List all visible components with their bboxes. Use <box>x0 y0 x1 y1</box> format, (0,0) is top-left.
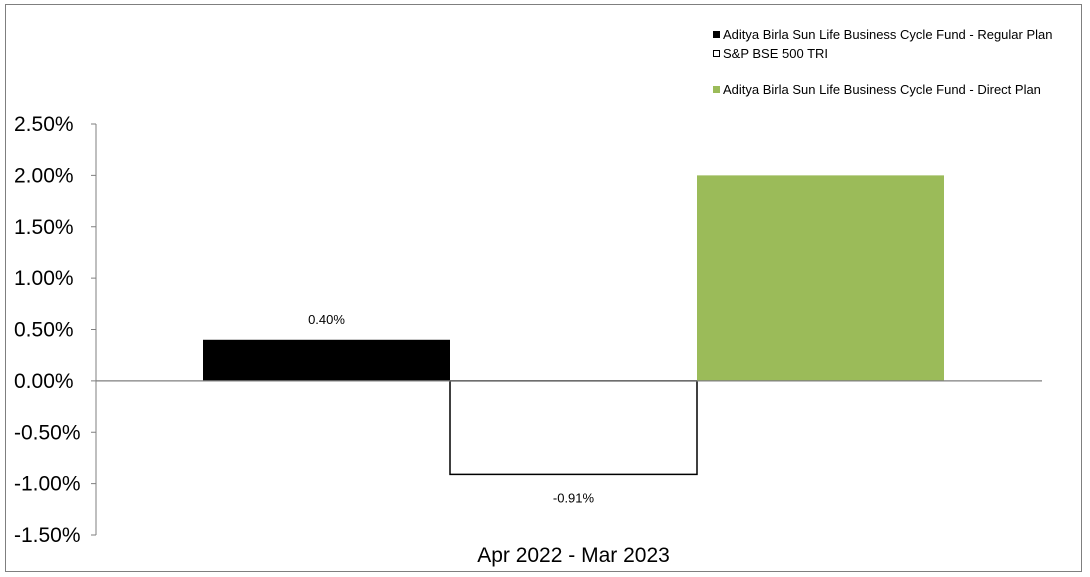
legend-item-bse500: S&P BSE 500 TRI <box>713 46 1073 61</box>
bar-1 <box>449 380 698 476</box>
y-tick-label: 1.00% <box>14 267 74 290</box>
y-tick-label: -1.00% <box>14 473 81 496</box>
chart-frame: 2.50% 2.00% 1.50% 1.00% 0.50% 0.00% -0.50% -1.0… <box>5 4 1082 572</box>
legend-item-regular-plan: Aditya Birla Sun Life Business Cycle Fun… <box>713 27 1073 42</box>
y-tick-label: -1.50% <box>14 524 81 547</box>
legend-swatch-direct-plan <box>713 86 720 93</box>
legend-label-bse500: S&P BSE 500 TRI <box>723 46 829 61</box>
bar-2 <box>697 175 944 381</box>
y-tick-label: 2.00% <box>14 164 74 187</box>
y-axis: 2.50% 2.00% 1.50% 1.00% 0.50% 0.00% -0.50% -1.0… <box>14 113 97 547</box>
legend-label-direct-plan: Aditya Birla Sun Life Business Cycle Fun… <box>723 82 1041 97</box>
y-tick-label: -0.50% <box>14 421 81 444</box>
legend-item-direct-plan: Aditya Birla Sun Life Business Cycle Fun… <box>713 82 1073 97</box>
x-category-label: Apr 2022 - Mar 2023 <box>477 544 670 567</box>
y-tick-label: 1.50% <box>14 216 74 239</box>
data-label-0: 0.40% <box>308 312 345 327</box>
data-label-1: -0.91% <box>553 490 595 505</box>
x-axis: Apr 2022 - Mar 2023 <box>96 380 1042 567</box>
y-tick-label: 2.50% <box>14 113 74 136</box>
y-tick-label: 0.00% <box>14 370 74 393</box>
legend-swatch-regular-plan <box>713 31 720 38</box>
legend-label-regular-plan: Aditya Birla Sun Life Business Cycle Fun… <box>723 27 1053 42</box>
y-tick-label: 0.50% <box>14 319 74 342</box>
bar-chart: 2.50% 2.00% 1.50% 1.00% 0.50% 0.00% -0.50% -1.0… <box>14 113 1042 567</box>
legend-swatch-bse500 <box>713 50 720 57</box>
legend: Aditya Birla Sun Life Business Cycle Fun… <box>713 27 1073 97</box>
bars <box>203 175 944 476</box>
bar-0 <box>203 339 450 381</box>
data-labels: 0.40% -0.91% <box>308 312 594 506</box>
